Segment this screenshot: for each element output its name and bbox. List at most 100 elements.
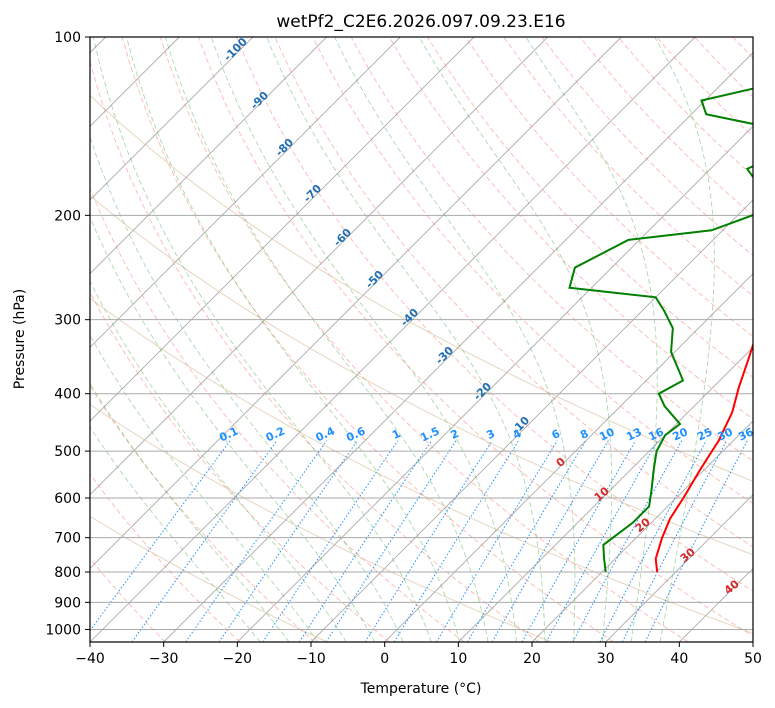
isotherm-line: [605, 494, 753, 642]
x-tick-label: 20: [523, 651, 541, 667]
mixing-ratio-line: [262, 440, 399, 642]
theta-e-line: [90, 194, 753, 556]
x-tick-label: 30: [597, 651, 615, 667]
theta-e-line: [90, 94, 753, 482]
x-tick-label: 0: [380, 651, 389, 667]
y-axis-label: Pressure (hPa): [12, 289, 28, 389]
isotherm-line: [90, 37, 622, 569]
moist-adiabat-line: [418, 37, 613, 642]
dry-adiabat-label: -20: [471, 380, 494, 403]
mixing-ratio-label: 2: [449, 427, 461, 442]
dry-adiabat-line: [198, 37, 753, 637]
moist-adiabat-line: [210, 37, 517, 642]
isotherm-line: [90, 37, 254, 201]
mixing-ratio-label: 8: [578, 427, 590, 442]
mixing-ratio-line: [393, 440, 520, 642]
isotherm-line: [237, 125, 753, 642]
y-axis-ticks: 100 200 300 400 500 600 700 800 900 1000: [45, 30, 90, 638]
moist-adiabat-line: [654, 37, 715, 642]
mixing-ratio-label: 20: [671, 425, 691, 443]
mixing-ratio-line: [298, 440, 432, 642]
theta-e-line: [90, 515, 328, 642]
dry-adiabat-line: [771, 37, 775, 642]
wet-bulb-label: 10: [592, 484, 612, 504]
pressure-grid: [90, 37, 753, 630]
moist-adiabat-line: [164, 37, 489, 642]
mixing-ratio-line: [435, 440, 558, 642]
dry-adiabat-line: [732, 37, 753, 59]
contour-labels: -100-90-80-70-60-50-40-30-20-10010203040…: [217, 37, 756, 597]
dry-adiabat-line: [694, 37, 753, 98]
y-tick-label: 700: [54, 531, 81, 547]
mixing-ratio-line: [218, 440, 358, 642]
mixing-ratio-label: 1: [390, 427, 402, 442]
dry-adiabat-line: [236, 37, 753, 592]
x-axis-label: Temperature (°C): [360, 681, 482, 697]
chart-title: wetPf2_C2E6.2026.097.09.23.E16: [276, 12, 565, 32]
moist-adiabat-line: [266, 37, 546, 642]
y-tick-label: 1000: [45, 622, 81, 638]
dry-adiabat-line: [350, 37, 753, 462]
profile-series: [568, 87, 753, 573]
wet-bulb-label: 40: [722, 577, 742, 597]
mixing-ratio-line: [621, 440, 728, 642]
mixing-ratio-line: [491, 440, 609, 642]
dry-adiabat-line: [90, 473, 241, 642]
mixing-ratio-line: [185, 440, 328, 642]
isotherm-line: [90, 37, 401, 348]
dry-adiabat-label: -40: [398, 306, 421, 329]
dry-adiabat-line: [90, 186, 465, 642]
dry-adiabat-line: [121, 37, 614, 642]
mixing-ratio-label: 16: [646, 425, 666, 443]
theta-e-line: [90, 403, 553, 642]
dry-adiabat-line: [274, 37, 753, 548]
moist-adiabat-line: [90, 334, 319, 642]
mixing-ratio-line: [599, 440, 707, 642]
x-tick-label: 10: [449, 651, 467, 667]
isotherm-line: [90, 37, 475, 422]
x-axis-ticks: −40 −30 −20 −10 0 10 20 30 40 50: [75, 642, 762, 667]
isotherm-line: [90, 37, 548, 496]
dry-adiabat-line: [90, 557, 166, 642]
x-tick-label: 40: [670, 651, 688, 667]
isotherm-line: [90, 37, 696, 642]
y-tick-label: 200: [54, 208, 81, 224]
mixing-ratio-label: 10: [597, 425, 617, 443]
isotherm-line: [458, 346, 753, 642]
moist-adiabat-line: [90, 382, 290, 642]
y-tick-label: 900: [54, 595, 81, 611]
mixing-ratio-line: [325, 440, 457, 642]
mixing-ratio-label: 3: [485, 427, 497, 442]
isotherm-line: [752, 641, 753, 642]
dry-adiabat-line: [656, 37, 753, 138]
y-tick-label: 400: [54, 387, 81, 403]
y-tick-label: 500: [54, 444, 81, 460]
dry-adiabat-line: [503, 37, 753, 297]
mixing-ratio-line: [131, 440, 278, 642]
moist-adiabat-line: [90, 426, 261, 642]
mixing-ratio-label: 36: [736, 425, 756, 443]
mixing-ratio-label: 13: [624, 425, 643, 443]
x-tick-label: −30: [149, 651, 179, 667]
x-tick-label: −10: [296, 651, 326, 667]
moist-adiabat-line: [92, 37, 432, 642]
dry-adiabat-line: [90, 384, 315, 642]
dry-adiabat-line: [159, 37, 689, 642]
x-tick-label: 50: [744, 651, 762, 667]
temperature-line: [654, 341, 753, 573]
dry-adiabat-label: -90: [248, 89, 271, 112]
mixing-ratio-line: [364, 440, 493, 642]
mixing-ratio-line: [572, 440, 683, 642]
wet-bulb-label: 20: [633, 515, 653, 535]
mixing-ratio-line: [467, 440, 587, 642]
isotherm-line: [90, 37, 327, 275]
dry-adiabat-line: [427, 37, 753, 378]
isotherm-line: [310, 199, 753, 642]
y-tick-label: 600: [54, 491, 81, 507]
moist-adiabat-line: [90, 135, 404, 642]
moist-adiabat-line: [90, 216, 376, 642]
isotherm-line: [384, 273, 753, 642]
y-tick-label: 100: [54, 30, 81, 46]
y-tick-label: 800: [54, 565, 81, 581]
